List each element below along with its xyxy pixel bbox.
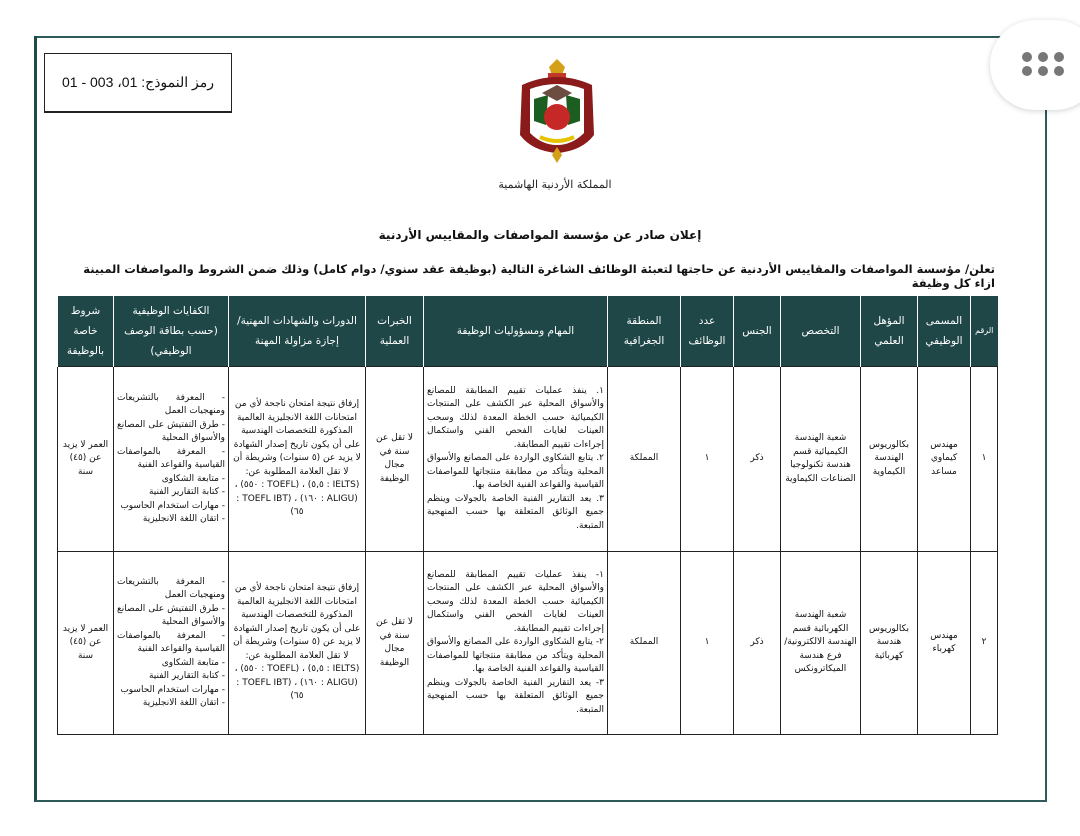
table-row: ٢ مهندس كهرباء بكالوريوس هندسة كهربائية … — [57, 551, 998, 735]
cell-number: ١ — [970, 366, 998, 552]
col-header-competencies: الكفايات الوظيفية (حسب بطاقة الوصف الوظي… — [113, 296, 229, 367]
courses-text: إرفاق نتيجة امتحان ناجحة لأي من امتحانات… — [233, 583, 361, 702]
more-dots-icon — [1022, 52, 1064, 76]
cell-qualification: بكالوريوس هندسة كهربائية — [860, 551, 918, 735]
table-row: ١ مهندس كيماوي مساعد بكالوريوس الهندسة ا… — [57, 366, 998, 552]
competencies-text: - المعرفة بالتشريعات ومنهجيات العمل - طر… — [117, 392, 225, 525]
col-header-count: عدد الوظائف — [680, 296, 734, 367]
col-header-number: الرقم — [970, 296, 998, 367]
frame-border-bottom — [35, 800, 1047, 802]
cell-tasks: ١- ينفذ عمليات تقييم المطابقة للمصانع وا… — [423, 551, 608, 735]
cell-competencies: - المعرفة بالتشريعات ومنهجيات العمل - طر… — [113, 366, 229, 552]
cell-job-title: مهندس كيماوي مساعد — [917, 366, 971, 552]
tasks-text: ١- ينفذ عمليات تقييم المطابقة للمصانع وا… — [427, 569, 604, 715]
cell-number: ٢ — [970, 551, 998, 735]
col-header-courses: الدورات والشهادات المهنية/إجازة مزاولة ا… — [228, 296, 366, 367]
cell-conditions: العمر لا يزيد عن (٤٥) سنة — [57, 551, 114, 735]
cell-experience: لا تقل عن سنة في مجال الوظيفة — [365, 551, 424, 735]
form-code: رمز النموذج: 01، 003 - 01 — [61, 74, 215, 90]
col-header-specialization: التخصص — [780, 296, 861, 367]
cell-tasks: ١. ينفذ عمليات تقييم المطابقة للمصانع وا… — [423, 366, 608, 552]
courses-text: إرفاق نتيجة امتحان ناجحة لأي من امتحانات… — [233, 399, 361, 518]
col-header-conditions: شروط خاصة بالوظيفة — [57, 296, 114, 367]
cell-region: المملكة — [607, 366, 681, 552]
col-header-job-title: المسمى الوظيفي — [917, 296, 971, 367]
table-header-row: الرقم المسمى الوظيفي المؤهل العلمي التخص… — [57, 296, 998, 367]
frame-border-right — [1045, 80, 1047, 802]
emblem-caption: المملكة الأردنية الهاشمية — [498, 178, 612, 191]
more-options-button[interactable] — [990, 20, 1080, 110]
cell-specialization: شعبة الهندسة الكيميائية قسم هندسة تكنولو… — [780, 366, 861, 552]
col-header-qualification: المؤهل العلمي — [860, 296, 918, 367]
jobs-table: الرقم المسمى الوظيفي المؤهل العلمي التخص… — [57, 296, 998, 735]
col-header-tasks: المهام ومسؤوليات الوظيفة — [423, 296, 608, 367]
cell-conditions: العمر لا يزيد عن (٤٥) سنة — [57, 366, 114, 552]
cell-courses: إرفاق نتيجة امتحان ناجحة لأي من امتحانات… — [228, 551, 366, 735]
frame-border-left — [34, 36, 37, 802]
cell-count: ١ — [680, 551, 734, 735]
cell-count: ١ — [680, 366, 734, 552]
cell-specialization: شعبة الهندسة الكهربائية قسم الهندسة الال… — [780, 551, 861, 735]
col-header-region: المنطقة الجغرافية — [607, 296, 681, 367]
cell-qualification: بكالوريوس الهندسة الكيماوية — [860, 366, 918, 552]
cell-courses: إرفاق نتيجة امتحان ناجحة لأي من امتحانات… — [228, 366, 366, 552]
cell-region: المملكة — [607, 551, 681, 735]
announcement-title: إعلان صادر عن مؤسسة المواصفات والمقاييس … — [378, 228, 702, 242]
cell-gender: ذكر — [733, 366, 781, 552]
announcement-intro: تعلن/ مؤسسة المواصفات والمقاييس الأردنية… — [83, 262, 995, 290]
jordan-coat-of-arms-logo — [520, 59, 594, 163]
col-header-experience: الخبرات العملية — [365, 296, 424, 367]
cell-competencies: - المعرفة بالتشريعات ومنهجيات العمل - طر… — [113, 551, 229, 735]
frame-border-top — [35, 36, 1047, 38]
tasks-text: ١. ينفذ عمليات تقييم المطابقة للمصانع وا… — [427, 385, 604, 531]
form-code-box: رمز النموذج: 01، 003 - 01 — [44, 53, 232, 113]
col-header-gender: الجنس — [733, 296, 781, 367]
cell-job-title: مهندس كهرباء — [917, 551, 971, 735]
competencies-text: - المعرفة بالتشريعات ومنهجيات العمل - طر… — [117, 576, 225, 709]
cell-gender: ذكر — [733, 551, 781, 735]
cell-experience: لا تقل عن سنة في مجال الوظيفة — [365, 366, 424, 552]
